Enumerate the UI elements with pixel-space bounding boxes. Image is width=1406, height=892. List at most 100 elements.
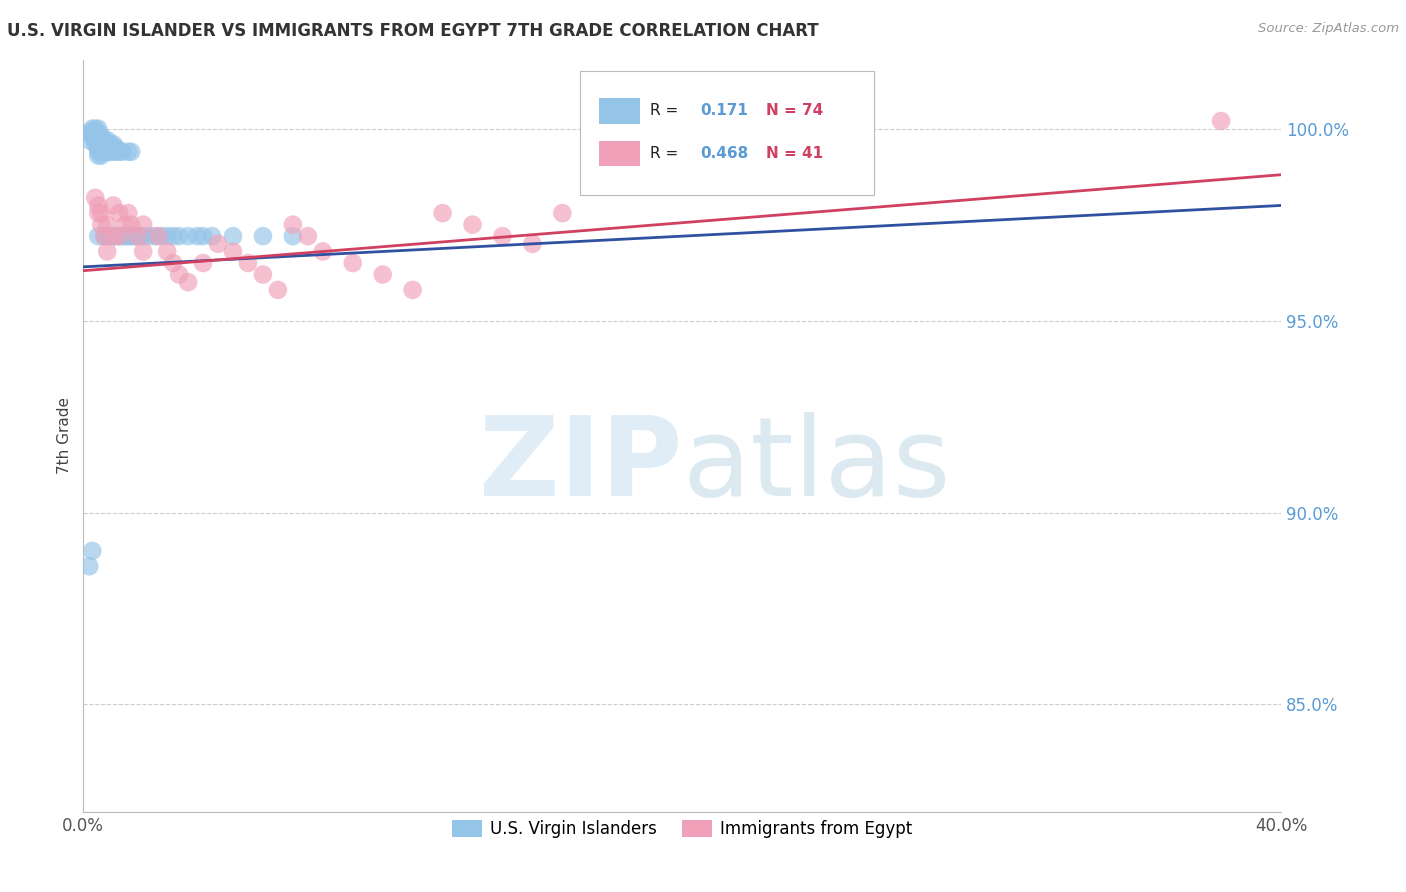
Point [146, 229, 169, 244]
Point [96, 136, 118, 151]
Point [87, 145, 110, 159]
Point [491, 229, 513, 244]
Point [401, 283, 423, 297]
Point [236, 256, 259, 270]
Point [167, 268, 190, 282]
Point [114, 218, 136, 232]
Text: ZIP: ZIP [479, 412, 682, 519]
Point [143, 229, 166, 244]
Point [90, 206, 112, 220]
Point [87, 126, 110, 140]
Point [138, 229, 160, 244]
Point [371, 268, 394, 282]
Point [103, 198, 125, 212]
Point [84, 121, 107, 136]
Point [267, 283, 290, 297]
Point [90, 133, 112, 147]
Point [90, 129, 112, 144]
Point [96, 133, 118, 147]
Point [96, 244, 118, 259]
Point [105, 145, 128, 159]
Point [111, 145, 134, 159]
Point [98, 229, 121, 244]
Point [162, 229, 184, 244]
Point [167, 229, 190, 244]
Point [77, 559, 100, 574]
Point [84, 136, 107, 151]
FancyBboxPatch shape [599, 141, 640, 167]
Point [150, 229, 173, 244]
Point [120, 145, 142, 159]
Point [90, 148, 112, 162]
Point [105, 141, 128, 155]
Point [177, 275, 200, 289]
Point [93, 136, 115, 151]
Text: N = 74: N = 74 [766, 103, 823, 119]
Point [96, 141, 118, 155]
Point [156, 229, 179, 244]
Point [156, 244, 179, 259]
Text: U.S. VIRGIN ISLANDER VS IMMIGRANTS FROM EGYPT 7TH GRADE CORRELATION CHART: U.S. VIRGIN ISLANDER VS IMMIGRANTS FROM … [7, 22, 818, 40]
Point [87, 121, 110, 136]
Point [252, 268, 274, 282]
Point [93, 145, 115, 159]
Point [96, 145, 118, 159]
Point [77, 133, 100, 147]
Point [122, 229, 145, 244]
Point [162, 256, 184, 270]
Y-axis label: 7th Grade: 7th Grade [58, 397, 72, 475]
Legend: U.S. Virgin Islanders, Immigrants from Egypt: U.S. Virgin Islanders, Immigrants from E… [446, 814, 920, 845]
Point [191, 256, 214, 270]
Point [177, 229, 200, 244]
Point [127, 229, 149, 244]
Point [87, 129, 110, 144]
Text: 0.468: 0.468 [700, 146, 748, 161]
Point [461, 218, 484, 232]
Point [103, 136, 125, 151]
Point [103, 141, 125, 155]
Point [114, 229, 136, 244]
Point [103, 229, 125, 244]
Point [342, 256, 364, 270]
Point [103, 145, 125, 159]
Point [201, 229, 224, 244]
Point [98, 141, 121, 155]
Point [132, 244, 155, 259]
Point [82, 129, 104, 144]
Point [120, 229, 142, 244]
Point [90, 141, 112, 155]
Point [132, 218, 155, 232]
Point [87, 229, 110, 244]
Point [93, 229, 115, 244]
Point [252, 229, 274, 244]
Point [191, 229, 214, 244]
Point [93, 133, 115, 147]
Point [87, 206, 110, 220]
Point [222, 229, 245, 244]
Point [120, 218, 142, 232]
Point [297, 229, 319, 244]
Point [127, 229, 149, 244]
Point [87, 148, 110, 162]
Point [84, 133, 107, 147]
Point [77, 126, 100, 140]
Point [108, 229, 131, 244]
Point [82, 544, 104, 558]
Point [90, 218, 112, 232]
Point [1209, 114, 1232, 128]
Point [87, 198, 110, 212]
FancyBboxPatch shape [581, 70, 873, 195]
Point [129, 229, 152, 244]
Point [105, 229, 128, 244]
Point [93, 229, 115, 244]
Point [207, 236, 229, 251]
Text: R =: R = [650, 103, 683, 119]
Point [222, 244, 245, 259]
Point [108, 145, 131, 159]
Point [117, 206, 139, 220]
Point [117, 229, 139, 244]
Point [82, 126, 104, 140]
Point [98, 145, 121, 159]
Text: 0.171: 0.171 [700, 103, 748, 119]
Point [108, 229, 131, 244]
